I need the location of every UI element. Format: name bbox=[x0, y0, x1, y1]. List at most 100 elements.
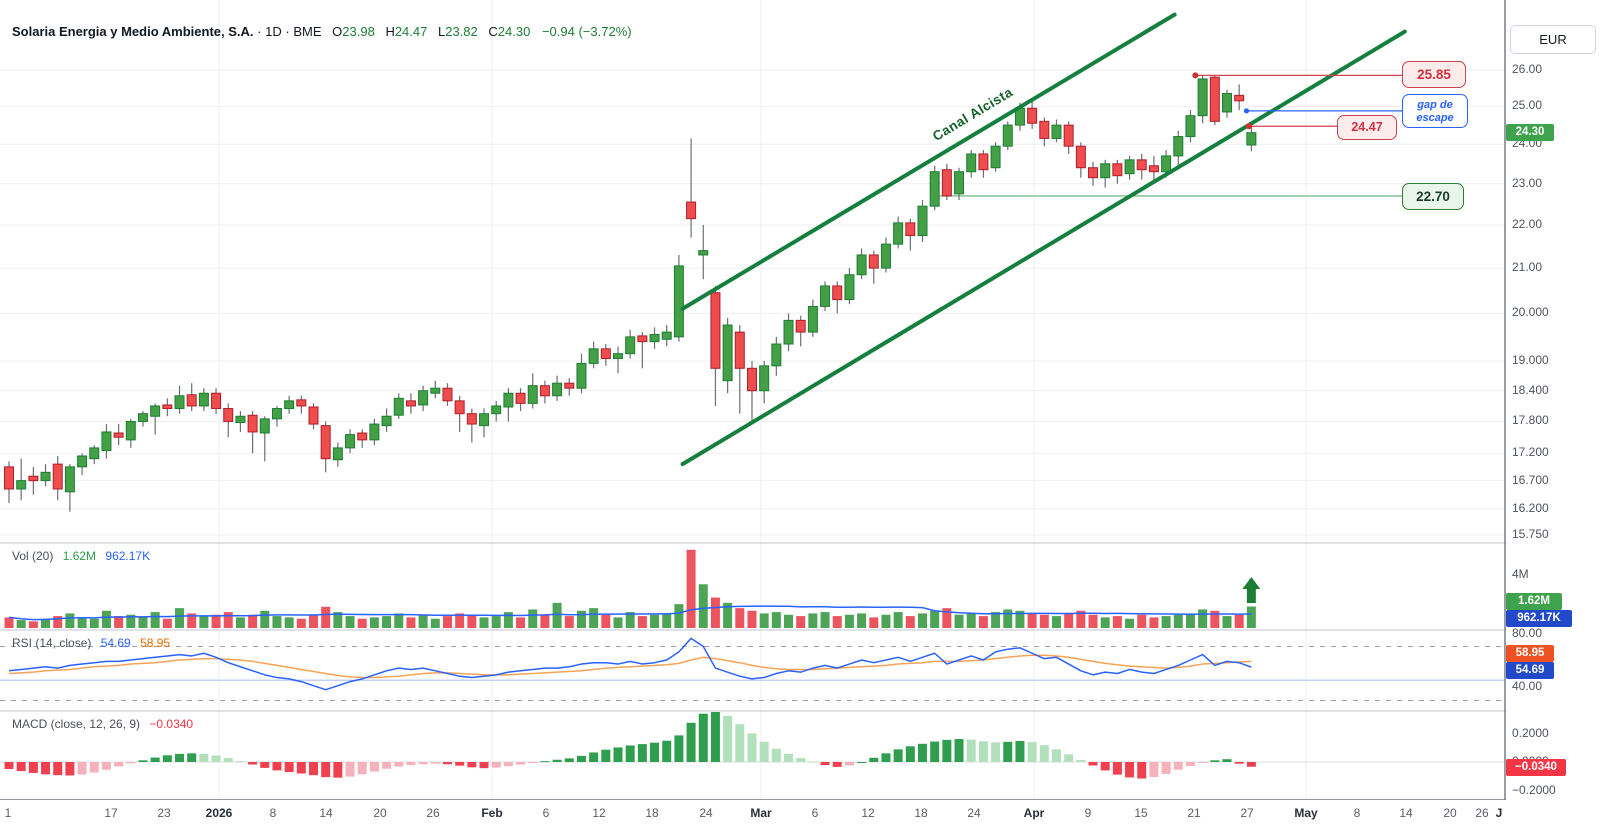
candle-up bbox=[479, 413, 490, 427]
chart-canvas[interactable]: Canal Alcista bbox=[0, 0, 1600, 800]
close-value: 24.30 bbox=[497, 24, 531, 39]
time-axis-tick: 6 bbox=[811, 806, 819, 820]
candle-up bbox=[381, 415, 392, 427]
resistance-level-label[interactable]: 25.85 bbox=[1402, 61, 1466, 88]
macd-histogram-bar bbox=[881, 753, 891, 762]
candle-up bbox=[917, 205, 928, 237]
volume-bar bbox=[808, 613, 818, 628]
price-axis-tick: 25.00 bbox=[1512, 98, 1543, 113]
volume-bar bbox=[1003, 609, 1013, 628]
channel-upper-line bbox=[680, 12, 1177, 311]
volume-bar bbox=[101, 610, 111, 628]
candle-up bbox=[345, 434, 356, 449]
candle-down bbox=[1075, 145, 1086, 169]
volume-bar bbox=[114, 616, 124, 628]
volume-bar bbox=[759, 613, 769, 628]
macd-histogram-bar bbox=[1051, 749, 1061, 762]
time-axis-tick: Mar bbox=[750, 806, 772, 820]
candle-down bbox=[734, 331, 745, 369]
macd-histogram-bar bbox=[1112, 762, 1122, 775]
candle-down bbox=[442, 387, 453, 402]
candle-up bbox=[771, 343, 782, 367]
time-axis-tick: 20 bbox=[373, 806, 387, 820]
volume-bar bbox=[1015, 610, 1025, 628]
macd-histogram-bar bbox=[930, 741, 940, 762]
macd-indicator-name[interactable]: MACD (close, 12, 26, 9) bbox=[12, 717, 141, 731]
time-axis-tick: 20 bbox=[1443, 806, 1457, 820]
candle-up bbox=[990, 145, 1001, 169]
low-label: L23.82 bbox=[438, 24, 478, 39]
time-axis[interactable]: 1 17 23 2026 8 14 20 26 Feb 6 12 18 24 Mar 6 12 18 24 Apr 9… bbox=[0, 801, 1600, 837]
volume-indicator-name[interactable]: Vol (20) bbox=[12, 549, 54, 563]
rsi-indicator-legend: RSI (14, close) 54.69 58.95 bbox=[12, 636, 170, 650]
volume-bar bbox=[175, 608, 185, 628]
candle-up bbox=[77, 455, 88, 468]
candle-up bbox=[1197, 78, 1208, 117]
candle-up bbox=[625, 336, 636, 355]
macd-histogram-bar bbox=[1076, 759, 1086, 762]
channel-lower-line bbox=[680, 29, 1407, 467]
stop-level-label[interactable]: 24.47 bbox=[1337, 115, 1397, 140]
volume-bar bbox=[1027, 613, 1037, 628]
macd-histogram-bar bbox=[576, 755, 586, 762]
candle-down bbox=[564, 382, 575, 389]
volume-bar bbox=[284, 617, 294, 628]
macd-histogram-bar bbox=[844, 762, 854, 766]
candle-down bbox=[4, 466, 14, 490]
candle-down bbox=[296, 399, 307, 407]
support-level-label[interactable]: 22.70 bbox=[1402, 183, 1464, 210]
macd-histogram-bar bbox=[723, 715, 733, 762]
candle-up bbox=[1100, 163, 1111, 179]
macd-histogram-bar bbox=[28, 762, 38, 773]
candle-up bbox=[101, 431, 112, 452]
volume-bar bbox=[357, 618, 367, 628]
candle-down bbox=[1088, 167, 1099, 179]
volume-bar bbox=[333, 612, 343, 628]
symbol-title[interactable]: Solaria Energia y Medio Ambiente, S.A. bbox=[12, 24, 254, 39]
candle-down bbox=[162, 404, 173, 410]
macd-histogram-bar bbox=[357, 762, 367, 775]
candle-up bbox=[235, 415, 246, 424]
volume-bar bbox=[991, 612, 1001, 628]
gap-note-label[interactable]: gap de escape bbox=[1402, 94, 1468, 128]
rsi-scale-40: 40.00 bbox=[1512, 679, 1543, 693]
volume-bar bbox=[260, 610, 270, 628]
candle-up bbox=[880, 243, 891, 269]
macd-histogram-bar bbox=[4, 762, 14, 769]
interval-label[interactable]: 1D bbox=[265, 24, 282, 39]
macd-histogram-bar bbox=[893, 749, 903, 762]
candle-up bbox=[1173, 136, 1184, 157]
volume-bar bbox=[844, 614, 854, 628]
volume-bar bbox=[77, 617, 87, 628]
volume-ma-line bbox=[8, 605, 1252, 621]
macd-histogram-bar bbox=[101, 762, 111, 770]
candle-up bbox=[649, 333, 660, 343]
candle-up bbox=[844, 274, 855, 301]
volume-bar bbox=[966, 613, 976, 628]
rsi-signal-value: 58.95 bbox=[140, 636, 171, 650]
volume-bar bbox=[893, 612, 903, 628]
volume-bar bbox=[771, 612, 781, 628]
candle-down bbox=[686, 201, 697, 220]
candle-up bbox=[759, 365, 770, 392]
candle-up bbox=[673, 265, 684, 338]
currency-button[interactable]: EUR bbox=[1510, 25, 1596, 54]
rsi-scale-80: 80.00 bbox=[1512, 626, 1543, 640]
candle-down bbox=[28, 475, 39, 482]
candle-up bbox=[430, 387, 441, 394]
volume-bar bbox=[686, 549, 696, 628]
time-axis-tick: 18 bbox=[914, 806, 928, 820]
volume-bar bbox=[601, 614, 611, 628]
volume-bar bbox=[918, 613, 927, 628]
macd-histogram-bar bbox=[16, 762, 26, 772]
macd-histogram-bar bbox=[296, 762, 306, 774]
macd-histogram-bar bbox=[601, 749, 611, 762]
candle-down bbox=[1027, 107, 1038, 124]
volume-bar bbox=[905, 616, 915, 628]
rsi-indicator-name[interactable]: RSI (14, close) bbox=[12, 636, 92, 650]
volume-bar bbox=[1234, 614, 1244, 628]
volume-bar bbox=[1039, 614, 1049, 628]
volume-bar bbox=[187, 613, 197, 628]
candle-up bbox=[16, 480, 27, 490]
macd-histogram-bar bbox=[114, 762, 124, 767]
